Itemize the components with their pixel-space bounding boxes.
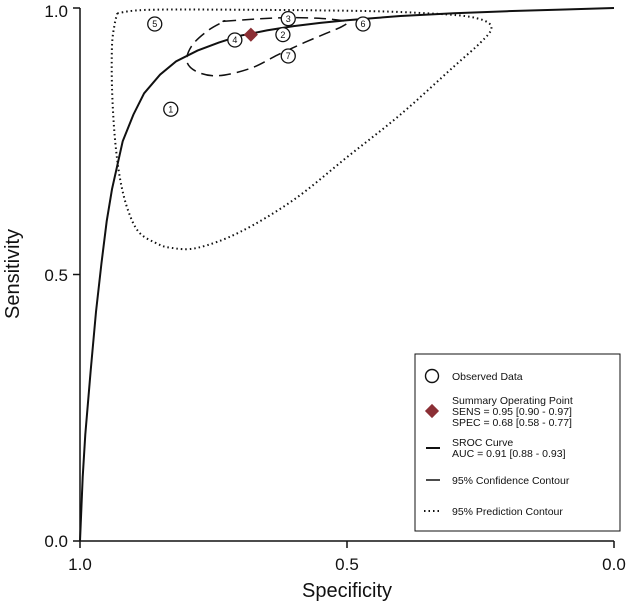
x-tick-label-0: 1.0 (68, 555, 92, 574)
legend-observed-symbol (424, 368, 440, 384)
observed-point-marker (280, 48, 296, 64)
observed-point-5: 5 (147, 16, 163, 32)
observed-point-7: 7 (280, 48, 296, 64)
legend-summary-title: Summary Operating Point (452, 395, 573, 407)
y-tick-label-2: 1.0 (44, 2, 68, 21)
x-axis-label: Specificity (302, 580, 392, 602)
sroc-curve (79, 7, 615, 542)
observed-point-1: 1 (163, 101, 179, 117)
observed-point-4: 4 (227, 32, 243, 48)
observed-point-label: 6 (361, 19, 366, 29)
observed-point-2: 2 (275, 27, 291, 43)
legend-sroc-auc: AUC = 0.91 [0.88 - 0.93] (452, 448, 566, 460)
legend-prediction-label: 95% Prediction Contour (452, 506, 563, 518)
legend-observed-label: Observed Data (452, 371, 523, 383)
legend-sroc-title: SROC Curve (452, 437, 513, 449)
observed-point-label: 7 (286, 51, 291, 61)
observed-point-label: 2 (280, 30, 285, 40)
observed-point-marker (275, 27, 291, 43)
observed-point-label: 3 (286, 14, 291, 24)
x-tick-label-2: 0.0 (602, 555, 626, 574)
observed-point-marker (147, 16, 163, 32)
legend-summary-symbol (424, 403, 440, 419)
y-tick-label-1: 0.5 (44, 266, 68, 285)
observed-point-label: 4 (232, 35, 237, 45)
x-tick-label-1: 0.5 (335, 555, 359, 574)
prediction-contour (110, 8, 493, 251)
summary-operating-point (243, 27, 258, 42)
legend-summary-spec: SPEC = 0.68 [0.58 - 0.77] (452, 417, 572, 429)
y-tick-label-0: 0.0 (44, 532, 68, 551)
observed-point-marker (280, 11, 296, 27)
observed-point-marker (163, 101, 179, 117)
observed-point-marker (227, 32, 243, 48)
legend-confidence-label: 95% Confidence Contour (452, 475, 570, 487)
y-axis-label: Sensitivity (2, 229, 24, 319)
observed-point-label: 1 (168, 104, 173, 114)
legend: Observed Data Summary Operating Point SE… (414, 353, 621, 532)
observed-point-6: 6 (355, 16, 371, 32)
observed-point-marker (355, 16, 371, 32)
legend-summary-sens: SENS = 0.95 [0.90 - 0.97] (452, 406, 572, 418)
observed-point-label: 5 (152, 19, 157, 29)
observed-point-3: 3 (280, 11, 296, 27)
legend-box (414, 353, 621, 532)
confidence-contour (185, 16, 349, 77)
